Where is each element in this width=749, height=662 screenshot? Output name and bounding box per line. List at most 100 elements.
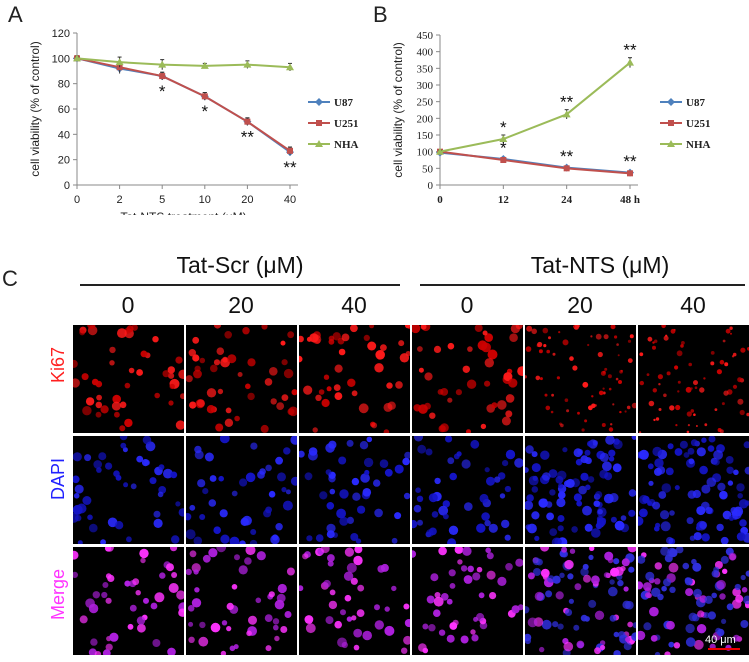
micrograph-merge-3: [412, 547, 523, 655]
nucleus: [96, 467, 102, 473]
nucleus: [609, 614, 617, 622]
chart-a-legend-label-nha: NHA: [334, 139, 359, 151]
nucleus: [178, 608, 184, 617]
nucleus: [305, 623, 316, 634]
nucleus: [175, 420, 184, 430]
chart-a-legend-marker-u87: [315, 98, 323, 106]
nucleus: [329, 589, 336, 596]
nucleus: [347, 378, 356, 387]
nucleus: [429, 412, 436, 419]
nucleus: [470, 439, 480, 449]
nucleus: [584, 419, 588, 423]
nucleus: [321, 398, 330, 408]
nucleus: [213, 325, 222, 329]
nucleus: [592, 440, 598, 446]
nucleus: [189, 550, 197, 558]
nucleus: [703, 612, 710, 619]
nucleus: [538, 498, 548, 508]
nucleus: [338, 348, 346, 356]
nucleus: [299, 450, 305, 458]
nucleus: [188, 349, 196, 357]
chart-b-series-nha-line: [439, 61, 631, 153]
nucleus: [539, 377, 543, 381]
nucleus: [299, 335, 304, 343]
chart-b-significance-mark-lower: **: [623, 152, 637, 171]
nucleus: [194, 450, 204, 460]
nucleus: [582, 381, 589, 388]
concentration-label: 20: [567, 292, 593, 318]
micrograph-nuclei: [186, 325, 297, 433]
micrograph-nuclei: [73, 436, 184, 544]
nucleus: [686, 517, 694, 525]
group-title-tat-scr: Tat-Scr (μM): [176, 252, 304, 278]
nucleus: [196, 399, 205, 408]
chart-a-series-nha-point: [200, 61, 209, 69]
nucleus: [608, 456, 615, 462]
nucleus: [665, 467, 674, 476]
nucleus: [227, 354, 237, 364]
nucleus: [234, 415, 240, 422]
nucleus: [531, 511, 540, 520]
chart-a-series-nha-point: [115, 58, 124, 66]
nucleus: [684, 577, 693, 586]
nucleus: [362, 630, 372, 641]
nucleus: [129, 604, 137, 612]
nucleus: [674, 485, 680, 491]
nucleus: [558, 331, 561, 334]
nucleus: [728, 552, 737, 561]
nucleus: [669, 586, 676, 593]
micrograph-dapi-3: [412, 436, 523, 544]
nucleus: [136, 369, 143, 376]
nucleus: [587, 343, 590, 347]
nucleus: [273, 624, 279, 631]
nucleus: [739, 519, 747, 527]
nucleus: [109, 632, 119, 642]
nucleus: [362, 488, 372, 497]
nucleus: [334, 620, 342, 629]
chart-b-legend-marker-u87: [667, 98, 675, 106]
nucleus: [675, 424, 678, 427]
nucleus: [124, 580, 131, 587]
concentration-label: 40: [341, 292, 367, 318]
nucleus: [614, 520, 625, 531]
nucleus: [685, 588, 694, 597]
nucleus: [733, 469, 739, 476]
nucleus: [95, 401, 103, 409]
nucleus: [229, 536, 240, 544]
nucleus: [461, 459, 471, 469]
nucleus: [199, 357, 206, 364]
nucleus: [430, 573, 439, 582]
nucleus: [580, 472, 589, 481]
nucleus: [686, 411, 692, 417]
nucleus: [171, 572, 178, 578]
nucleus: [202, 554, 211, 563]
chart-b-significance-mark-upper: *: [500, 118, 507, 137]
nucleus: [466, 379, 477, 389]
nucleus: [652, 345, 656, 350]
chart-a-series-nha-point: [73, 54, 81, 62]
nucleus: [109, 346, 116, 354]
nucleus: [281, 359, 288, 366]
nucleus: [737, 377, 743, 383]
nucleus: [269, 367, 278, 376]
nucleus: [666, 371, 671, 376]
nucleus: [588, 599, 597, 608]
nucleus: [105, 597, 112, 604]
nucleus: [727, 480, 734, 486]
nucleus: [231, 490, 238, 497]
nucleus: [722, 568, 728, 574]
nucleus: [384, 625, 395, 636]
chart-a-significance-mark: **: [283, 158, 297, 177]
nucleus: [82, 496, 92, 505]
nucleus: [351, 615, 357, 621]
chart-a-series-u251-point: [287, 147, 293, 154]
nucleus: [499, 493, 506, 499]
nucleus: [137, 623, 146, 633]
nucleus: [188, 621, 194, 627]
nucleus: [272, 618, 280, 625]
nucleus: [264, 378, 273, 386]
nucleus: [613, 650, 621, 655]
nucleus: [302, 553, 309, 560]
nucleus: [538, 349, 543, 354]
nucleus: [574, 583, 582, 591]
